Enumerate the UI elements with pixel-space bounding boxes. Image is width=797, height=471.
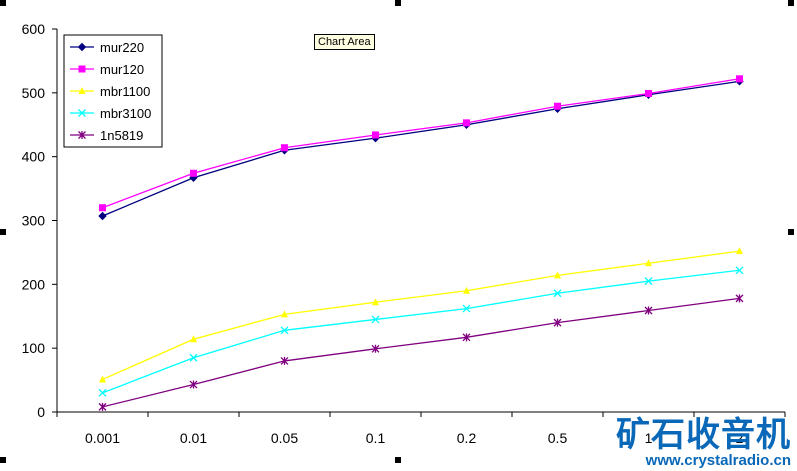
watermark-logo-text: 矿石收音机 (616, 415, 791, 455)
legend-label: mbr3100 (100, 106, 151, 121)
data-point[interactable] (98, 402, 107, 411)
selection-handle-top-center[interactable] (395, 0, 401, 6)
legend-label: mbr1100 (100, 84, 150, 99)
series-mur120[interactable] (99, 75, 743, 212)
series-line[interactable] (102, 78, 740, 209)
y-tick-label: 100 (22, 340, 46, 356)
data-point[interactable] (98, 211, 107, 221)
x-tick-label: 0.05 (271, 430, 298, 446)
data-point[interactable] (190, 335, 197, 343)
series-mbr3100[interactable] (98, 266, 744, 397)
data-point[interactable] (371, 315, 380, 324)
data-point[interactable] (190, 169, 197, 177)
y-tick-label: 200 (22, 276, 46, 292)
legend[interactable]: mur220 mur120 mbr1100 mbr3100 1n5819 (63, 34, 163, 148)
selection-handle-middle-left[interactable] (0, 229, 6, 235)
selection-handle-bottom-left[interactable] (0, 457, 6, 463)
data-point[interactable] (371, 344, 380, 353)
data-point[interactable] (462, 304, 471, 313)
legend-marker (77, 42, 87, 52)
legend-item-mur120[interactable]: mur120 (70, 62, 144, 77)
y-tick-label: 300 (22, 213, 46, 229)
data-point[interactable] (99, 204, 106, 212)
legend-marker (78, 65, 86, 73)
data-point[interactable] (281, 144, 288, 152)
data-point[interactable] (735, 266, 744, 275)
x-tick-label: 0.1 (366, 430, 386, 446)
x-tick-label: 0.001 (85, 430, 120, 446)
legend-item-1n5819[interactable]: 1n5819 (70, 128, 143, 143)
series-line[interactable] (102, 80, 740, 217)
data-point[interactable] (463, 119, 470, 127)
legend-marker (78, 109, 86, 117)
data-point[interactable] (98, 388, 107, 397)
legend-label: 1n5819 (100, 128, 143, 143)
series-mbr1100[interactable] (99, 247, 743, 383)
series-mur220[interactable] (98, 77, 744, 221)
x-tick-label: 0.5 (548, 430, 568, 446)
x-tick-label: 0.2 (457, 430, 477, 446)
y-tick-label: 600 (22, 21, 46, 37)
series-line[interactable] (102, 297, 740, 408)
x-tick-label: 2 (736, 430, 744, 446)
data-point[interactable] (189, 353, 198, 362)
legend-label: mur220 (100, 40, 144, 55)
data-point[interactable] (280, 326, 289, 335)
data-point[interactable] (280, 356, 289, 365)
legend-item-mur220[interactable]: mur220 (70, 40, 144, 55)
series-line[interactable] (102, 269, 740, 394)
watermark-url: www.crystalradio.cn (645, 452, 791, 469)
data-point[interactable] (736, 75, 743, 83)
x-tick-label: 0.01 (180, 430, 207, 446)
data-point[interactable] (99, 375, 106, 383)
y-tick-label: 500 (22, 85, 46, 101)
data-point[interactable] (736, 247, 743, 255)
data-point[interactable] (462, 333, 471, 342)
data-point[interactable] (463, 286, 470, 294)
legend-marker (78, 87, 86, 94)
selection-handle-top-left[interactable] (0, 0, 6, 6)
data-point[interactable] (554, 102, 561, 110)
data-point[interactable] (553, 289, 562, 298)
series-group (98, 75, 744, 411)
x-tick-label: 1 (645, 430, 653, 446)
data-point[interactable] (553, 318, 562, 327)
legend-item-mbr3100[interactable]: mbr3100 (70, 106, 151, 121)
series-line[interactable] (102, 250, 740, 381)
data-point[interactable] (281, 310, 288, 318)
selection-handle-middle-right[interactable] (788, 229, 794, 235)
data-point[interactable] (645, 259, 652, 267)
data-point[interactable] (372, 298, 379, 306)
data-point[interactable] (372, 131, 379, 139)
series-1n5819[interactable] (98, 294, 744, 411)
data-point[interactable] (735, 294, 744, 303)
data-point[interactable] (644, 306, 653, 315)
data-point[interactable] (554, 271, 561, 279)
legend-marker (78, 131, 86, 139)
chart-area-tooltip: Chart Area (314, 34, 375, 50)
legend-label: mur120 (100, 62, 144, 77)
selection-handle-top-right[interactable] (788, 0, 794, 6)
data-point[interactable] (189, 380, 198, 389)
y-axis-ticks: 0 100 200 300 400 500 600 (22, 21, 57, 420)
watermark-logo: 矿石收音机 www.crystalradio.cn (616, 417, 791, 469)
selection-handle-bottom-center[interactable] (395, 457, 401, 463)
legend-item-mbr1100[interactable]: mbr1100 (70, 84, 150, 99)
axes (56, 29, 785, 413)
y-tick-label: 0 (37, 404, 45, 420)
data-point[interactable] (644, 277, 653, 286)
data-point[interactable] (645, 89, 652, 97)
x-axis-ticks: 0.001 0.01 0.05 0.1 0.2 0.5 1 2 (56, 412, 786, 446)
y-tick-label: 400 (22, 149, 46, 165)
